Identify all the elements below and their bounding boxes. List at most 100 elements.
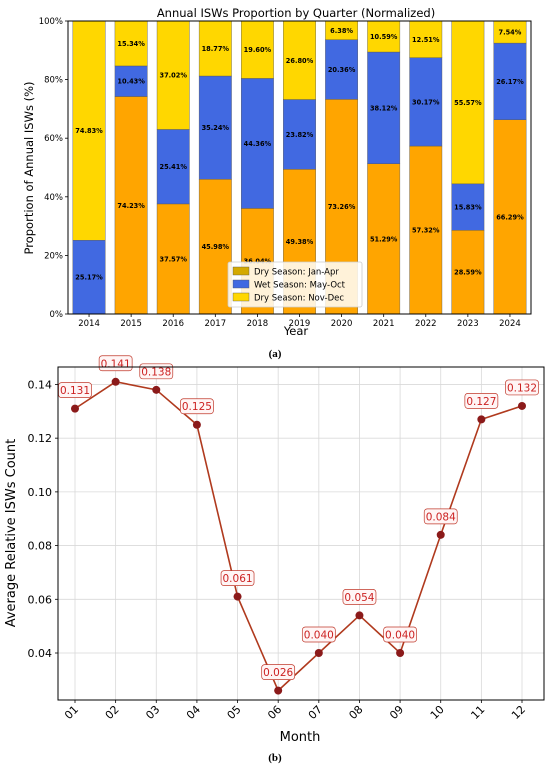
chart-a-ytick-label: 80% [44,76,63,86]
chart-a-data-label: 15.83% [454,204,482,212]
chart-a-data-label: 74.83% [75,127,103,135]
chart-a-ytick-label: 40% [44,193,63,203]
chart-b-data-label-box [505,379,539,396]
chart-b-data-label: 0.138 [141,366,171,378]
chart-a-data-label: 26.80% [286,57,314,65]
chart-b-ytick-label: 0.08 [28,540,53,553]
chart-a-data-label: 74.23% [117,202,145,210]
chart-a-bar-may-oct [156,129,190,205]
chart-a-data-label: 19.60% [244,46,272,54]
chart-a-data-label: 66.29% [496,213,524,221]
chart-b-point [71,404,79,413]
chart-a-ytick-label: 0% [50,310,64,320]
chart-a-data-label: 30.17% [412,98,440,106]
chart-b-xtick-label: 06 [265,703,284,722]
chart-a-data-label: 44.36% [244,140,272,148]
chart-b-point [477,415,486,424]
chart-a-bar-may-oct [241,78,274,209]
chart-a-xlabel: Year [283,324,309,338]
chart-a-xtick-label: 2021 [373,319,395,329]
chart-b-data-label: 0.141 [101,358,131,370]
chart-b-data-label: 0.084 [426,511,456,523]
chart-b-xtick-label: 08 [346,703,365,722]
chart-b-data-label-box [220,570,255,586]
chart-a-data-label: 20.36% [328,66,356,74]
chart-b-data-label: 0.127 [466,396,496,408]
chart-b-data-label-box [139,363,174,380]
chart-b-data-label-box [464,393,499,409]
chart-a-data-label: 49.38% [286,238,314,246]
chart-a-data-label: 10.59% [370,33,398,41]
chart-a-data-label: 15.34% [117,40,145,48]
chart-b-data-label: 0.026 [263,667,293,679]
chart-b-xtick-label: 12 [509,703,528,722]
chart-a-data-label: 23.82% [286,131,314,139]
chart-a-bar-nov-dec [283,20,316,100]
chart-b-data-label-box [261,664,296,680]
chart-a-data-label: 38.12% [370,104,398,112]
chart-b-point [396,649,405,658]
chart-a-data-label: 45.98% [202,243,230,251]
chart-a-bar-jan-apr [493,119,527,315]
chart-b-ytick-label: 0.04 [28,647,53,660]
chart-a-bar-may-oct [114,65,148,97]
chart-b-ylabel: Average Relative ISWs Count [4,439,19,628]
chart-b-point [314,649,323,658]
chart-a-bar-may-oct [367,51,401,164]
chart-a-panel-label: (a) [269,348,282,360]
chart-b-xtick-label: 09 [387,703,406,722]
chart-b-xtick-label: 03 [143,703,162,722]
chart-a-data-label: 37.02% [159,72,187,80]
chart-b-data-label-box [180,398,214,415]
chart-b-data-label: 0.054 [344,592,374,604]
chart-a-data-label: 25.41% [159,163,187,171]
chart-b-xlabel: Month [280,730,321,745]
chart-a-data-label: 18.77% [202,45,230,53]
chart-a-xtick-label: 2018 [247,319,269,329]
chart-b-data-label-box [383,626,417,643]
chart-b-panel-label: (b) [268,752,282,764]
chart-a-bar-jan-apr [451,230,485,315]
chart-b-point [436,530,445,539]
chart-a-bar-nov-dec [198,20,232,77]
chart-b-xtick-label: 01 [62,703,81,722]
chart-b-point [233,592,242,601]
chart-b-xtick-label: 05 [225,703,244,722]
chart-a-data-label: 6.38% [330,27,353,35]
chart-a-data-label: 37.57% [159,255,187,263]
chart-a-data-label: 51.29% [370,235,398,243]
chart-b-data-label: 0.125 [182,401,212,413]
chart-b-point [192,420,201,429]
chart-a-bar-nov-dec [72,20,106,241]
chart-a-data-label: 35.24% [202,124,230,132]
chart-b-point [152,385,161,394]
chart-a-legend: Dry Season: Jan-Apr Wet Season: May-Oct Dr… [227,261,363,308]
chart-a-xtick-label: 2014 [78,319,100,329]
chart-b-data-label: 0.040 [304,630,334,642]
chart-b-data-label: 0.132 [507,382,537,394]
chart-b-ytick-label: 0.10 [28,486,53,499]
chart-a-xtick-label: 2024 [499,319,521,329]
chart-a-data-label: 26.17% [496,78,524,86]
chart-b-xtick-label: 10 [428,703,447,722]
chart-a-ytick-label: 60% [44,134,63,144]
chart-a-legend-label: Dry Season: Jan-Apr [254,268,339,278]
chart-a-data-label: 7.54% [499,29,522,37]
chart-a-data-label: 73.26% [328,203,356,211]
chart-a-bar-may-oct [198,75,232,180]
chart-a-data-label: 25.17% [75,274,103,282]
chart-b-point [274,686,283,695]
chart-a-ytick-label: 20% [44,251,63,261]
chart-b-point [111,377,120,386]
chart-a: Annual ISWs Proportion by Quarter (Norma… [22,6,532,360]
chart-a-data-label: 12.51% [412,36,440,44]
chart-a-legend-box [227,261,363,308]
chart-b-xtick-label: 02 [103,703,122,722]
chart-b-data-label-box [301,626,336,643]
chart-a-bar-may-oct [72,240,106,315]
chart-a-legend-swatch [232,279,250,289]
chart-a-bar-may-oct [283,99,316,170]
chart-a-xtick-label: 2020 [331,319,353,329]
chart-b-xtick-label: 04 [184,703,203,722]
